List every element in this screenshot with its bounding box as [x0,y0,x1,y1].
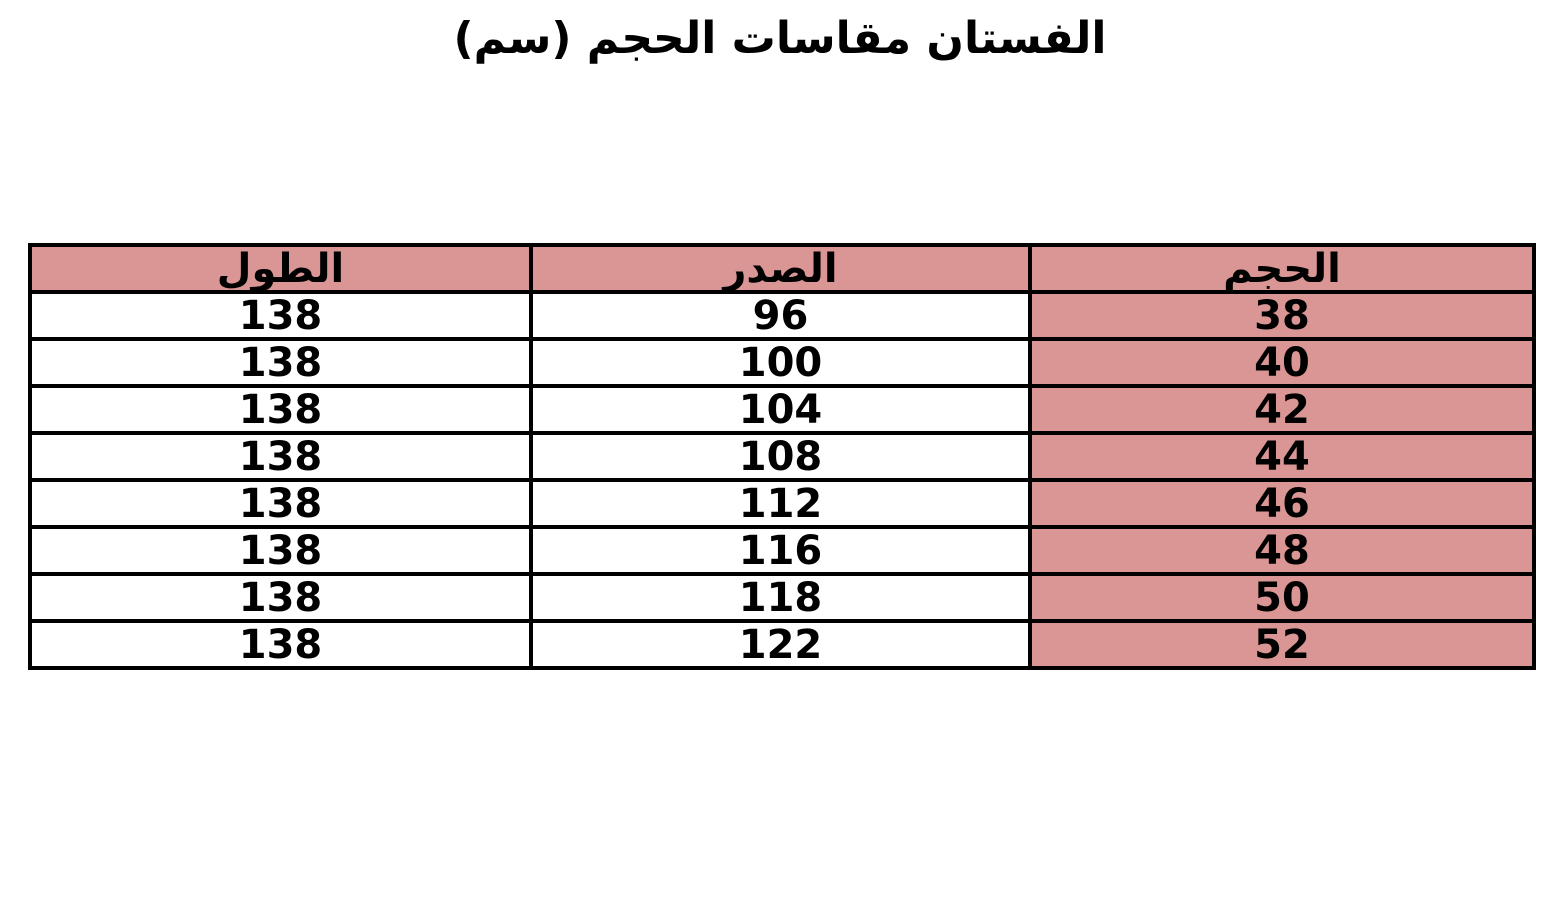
cell-size: 46 [1028,478,1536,529]
cell-size: 44 [1028,431,1536,482]
size-chart-table: الحجم الصدر الطول 38 96 138 40 100 138 42 104 13… [28,243,1536,670]
cell-size: 48 [1028,525,1536,576]
cell-chest: 112 [529,478,1032,529]
cell-chest: 100 [529,337,1032,388]
table-row: 40 100 138 [28,337,1536,388]
cell-chest: 108 [529,431,1032,482]
size-chart-page: الفستان مقاسات الحجم (سم) الحجم الصدر ال… [0,0,1560,670]
cell-size: 42 [1028,384,1536,435]
header-cell-size: الحجم [1028,243,1536,294]
cell-length: 138 [28,431,533,482]
page-title: الفستان مقاسات الحجم (سم) [453,13,1107,64]
cell-length: 138 [28,384,533,435]
cell-chest: 116 [529,525,1032,576]
cell-chest: 118 [529,572,1032,623]
cell-length: 138 [28,619,533,670]
cell-size: 52 [1028,619,1536,670]
table-row: 50 118 138 [28,572,1536,623]
table-row: 42 104 138 [28,384,1536,435]
table-header: الحجم الصدر الطول [28,243,1536,294]
cell-length: 138 [28,337,533,388]
cell-length: 138 [28,478,533,529]
cell-size: 50 [1028,572,1536,623]
table-row: 46 112 138 [28,478,1536,529]
cell-size: 38 [1028,290,1536,341]
table-row: 44 108 138 [28,431,1536,482]
cell-size: 40 [1028,337,1536,388]
table-row: 52 122 138 [28,619,1536,670]
table-body: 38 96 138 40 100 138 42 104 138 44 108 138 46 112 138 4… [28,290,1536,670]
header-cell-length: الطول [28,243,533,294]
cell-chest: 122 [529,619,1032,670]
cell-chest: 104 [529,384,1032,435]
cell-length: 138 [28,525,533,576]
table-row: 48 116 138 [28,525,1536,576]
table-row: 38 96 138 [28,290,1536,341]
header-row: الحجم الصدر الطول [28,243,1536,294]
cell-length: 138 [28,572,533,623]
header-cell-chest: الصدر [529,243,1032,294]
cell-length: 138 [28,290,533,341]
cell-chest: 96 [529,290,1032,341]
